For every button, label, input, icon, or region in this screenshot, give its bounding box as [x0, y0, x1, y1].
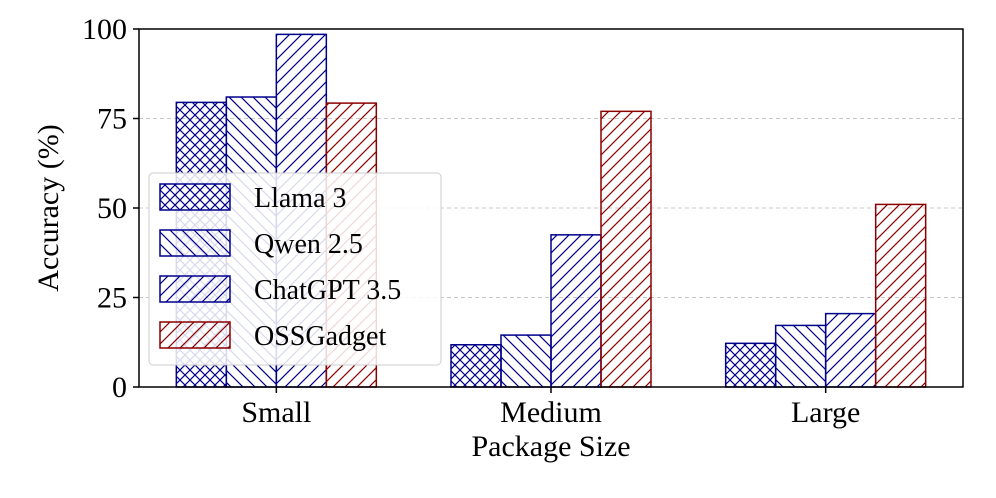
y-axis-title: Accuracy (%): [32, 124, 65, 291]
legend: Llama 3 Qwen 2.5 ChatGPT 3.5 OSSGadget: [148, 172, 442, 366]
x-axis-title: Package Size: [471, 430, 630, 463]
legend-frame: [148, 172, 442, 366]
bar-ossgadget-large: [874, 203, 927, 388]
legend-label: OSSGadget: [254, 321, 386, 352]
y-tick-label: 75: [97, 103, 127, 136]
legend-label: Qwen 2.5: [254, 229, 363, 260]
legend-swatch: [159, 275, 231, 303]
legend-label: ChatGPT 3.5: [254, 275, 401, 306]
bar-ossgadget-medium: [600, 110, 652, 388]
bar-chatgpt-3-5-medium: [550, 234, 602, 388]
legend-swatch: [159, 183, 231, 211]
legend-label: Llama 3: [254, 183, 347, 214]
y-tick-label: 0: [112, 371, 127, 404]
legend-swatch: [159, 321, 231, 349]
y-tick-label: 100: [82, 13, 127, 46]
x-tick-label: Small: [241, 396, 311, 429]
bar-qwen-2-5-medium: [500, 334, 552, 388]
x-axis: Small Medium Large: [241, 387, 860, 429]
y-axis: 0 25 50 75 100: [82, 13, 139, 404]
y-tick-label: 50: [97, 192, 127, 225]
bar-llama-3-medium: [450, 344, 502, 388]
bar-qwen-2-5-large: [774, 324, 827, 388]
x-tick-label: Medium: [500, 396, 602, 429]
bar-llama-3-large: [724, 342, 777, 388]
y-tick-label: 25: [97, 282, 127, 315]
x-tick-label: Large: [791, 396, 860, 429]
legend-swatch: [159, 229, 231, 257]
bar-chatgpt-3-5-large: [824, 312, 877, 388]
